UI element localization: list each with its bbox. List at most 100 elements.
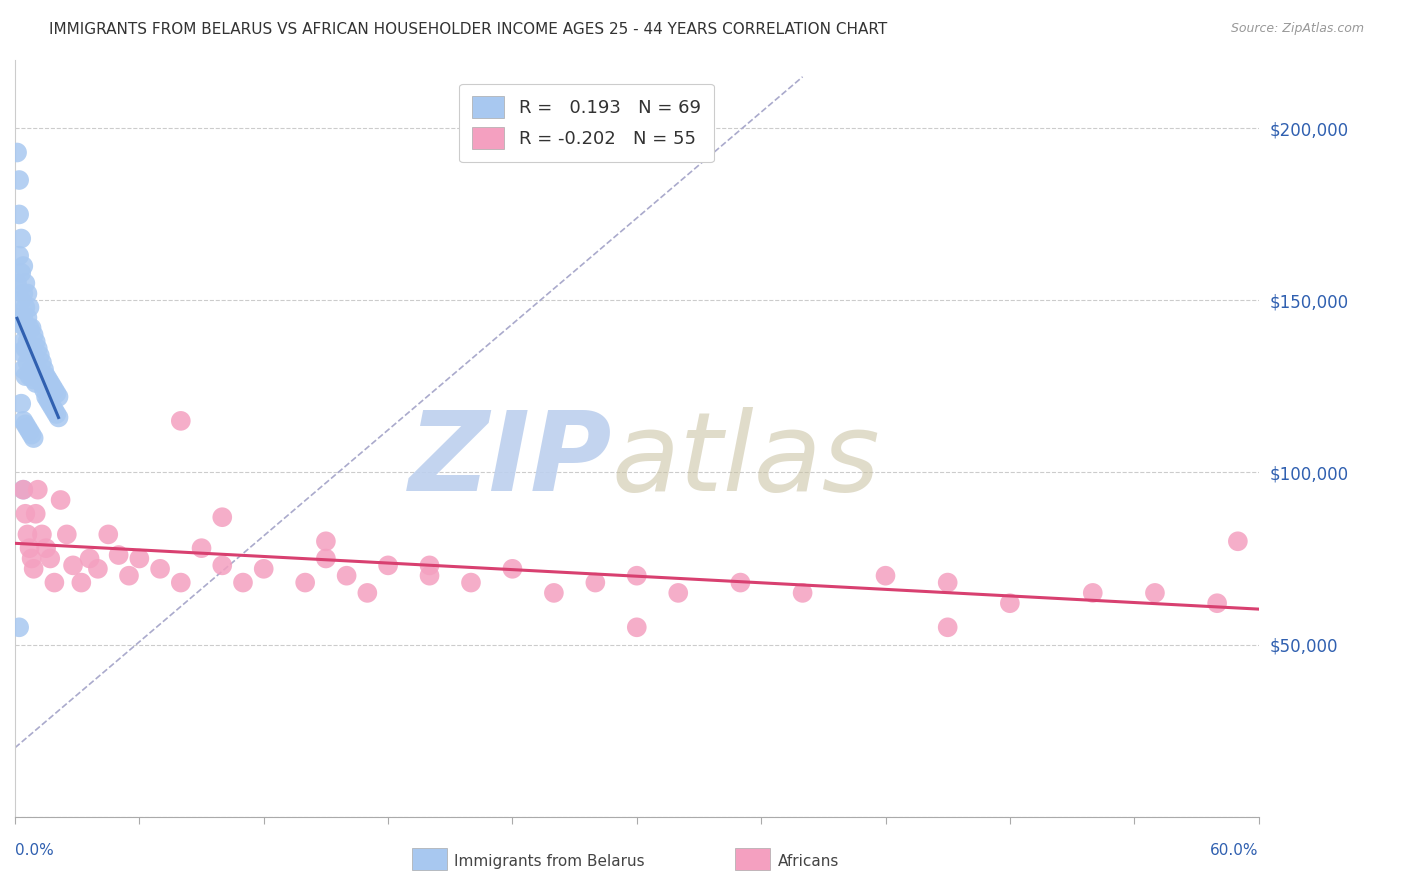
Point (13, 483, 35, 497)
Point (79, 551, 101, 566)
Point (62, 558, 84, 573)
Point (211, 558, 233, 573)
Point (31, 355, 53, 369)
Point (875, 568, 897, 582)
Point (22, 349, 45, 363)
Point (44, 383, 66, 397)
Point (294, 575, 316, 590)
Point (730, 575, 752, 590)
Point (22, 562, 45, 576)
Point (14, 507, 37, 521)
Text: IMMIGRANTS FROM BELARUS VS AFRICAN HOUSEHOLDER INCOME AGES 25 - 44 YEARS CORRELA: IMMIGRANTS FROM BELARUS VS AFRICAN HOUSE… (49, 22, 887, 37)
Point (666, 586, 689, 600)
Point (44, 575, 66, 590)
Text: Africans: Africans (778, 854, 839, 869)
Point (10, 397, 32, 411)
Text: Source: ZipAtlas.com: Source: ZipAtlas.com (1230, 22, 1364, 36)
Point (13, 483, 35, 497)
Point (22, 373, 45, 387)
Point (45, 407, 67, 421)
Text: Immigrants from Belarus: Immigrants from Belarus (454, 854, 644, 869)
Point (8, 207, 31, 221)
Point (336, 568, 359, 582)
Point (14, 277, 37, 291)
Point (6, 145, 28, 160)
Point (39, 551, 62, 566)
Point (31, 527, 53, 541)
Point (32, 362, 55, 376)
Point (20, 551, 42, 566)
Point (41, 400, 63, 414)
Point (190, 541, 212, 556)
Point (20, 427, 42, 442)
Point (460, 575, 482, 590)
Point (128, 551, 150, 566)
Point (17, 334, 39, 349)
Text: ZIP: ZIP (408, 408, 612, 515)
Point (56, 527, 79, 541)
Point (501, 562, 523, 576)
Point (24, 355, 46, 369)
Point (27, 342, 49, 356)
Point (28, 369, 51, 384)
Point (1206, 596, 1229, 610)
Point (20, 342, 42, 356)
Point (10, 231, 32, 245)
Point (39, 376, 62, 390)
Point (49, 493, 72, 508)
Point (936, 620, 959, 634)
Point (24, 334, 46, 349)
Point (377, 558, 399, 573)
Point (8, 249, 31, 263)
Point (13, 414, 35, 428)
Point (37, 373, 59, 387)
Point (24, 507, 46, 521)
Point (170, 575, 193, 590)
Point (1226, 534, 1249, 549)
Point (45, 386, 67, 401)
Point (17, 421, 39, 435)
Point (70, 575, 93, 590)
Point (8, 173, 31, 187)
Point (13, 310, 35, 325)
Point (10, 293, 32, 308)
Point (48, 410, 70, 425)
Point (10, 266, 32, 280)
Point (6, 277, 28, 291)
Point (20, 321, 42, 335)
Point (17, 355, 39, 369)
Point (1143, 586, 1166, 600)
Point (22, 431, 45, 445)
Point (107, 548, 129, 562)
Point (20, 362, 42, 376)
Point (13, 334, 35, 349)
Point (17, 286, 39, 301)
Point (18, 345, 41, 359)
Point (315, 551, 337, 566)
Point (543, 586, 565, 600)
Point (17, 527, 39, 541)
Point (35, 369, 58, 384)
Point (792, 586, 814, 600)
Point (18, 321, 41, 335)
Point (232, 575, 254, 590)
Point (13, 362, 35, 376)
Point (253, 562, 276, 576)
Point (211, 510, 233, 524)
Point (39, 397, 62, 411)
Text: 60.0%: 60.0% (1211, 843, 1258, 858)
Point (14, 369, 37, 384)
Point (31, 376, 53, 390)
Point (97, 527, 120, 541)
Point (1081, 586, 1104, 600)
Point (626, 620, 648, 634)
Point (10, 345, 32, 359)
Point (18, 301, 41, 315)
Point (17, 310, 39, 325)
Point (32, 383, 55, 397)
Point (48, 390, 70, 404)
Point (14, 417, 37, 432)
Point (418, 568, 440, 582)
Point (418, 558, 440, 573)
Point (149, 562, 172, 576)
